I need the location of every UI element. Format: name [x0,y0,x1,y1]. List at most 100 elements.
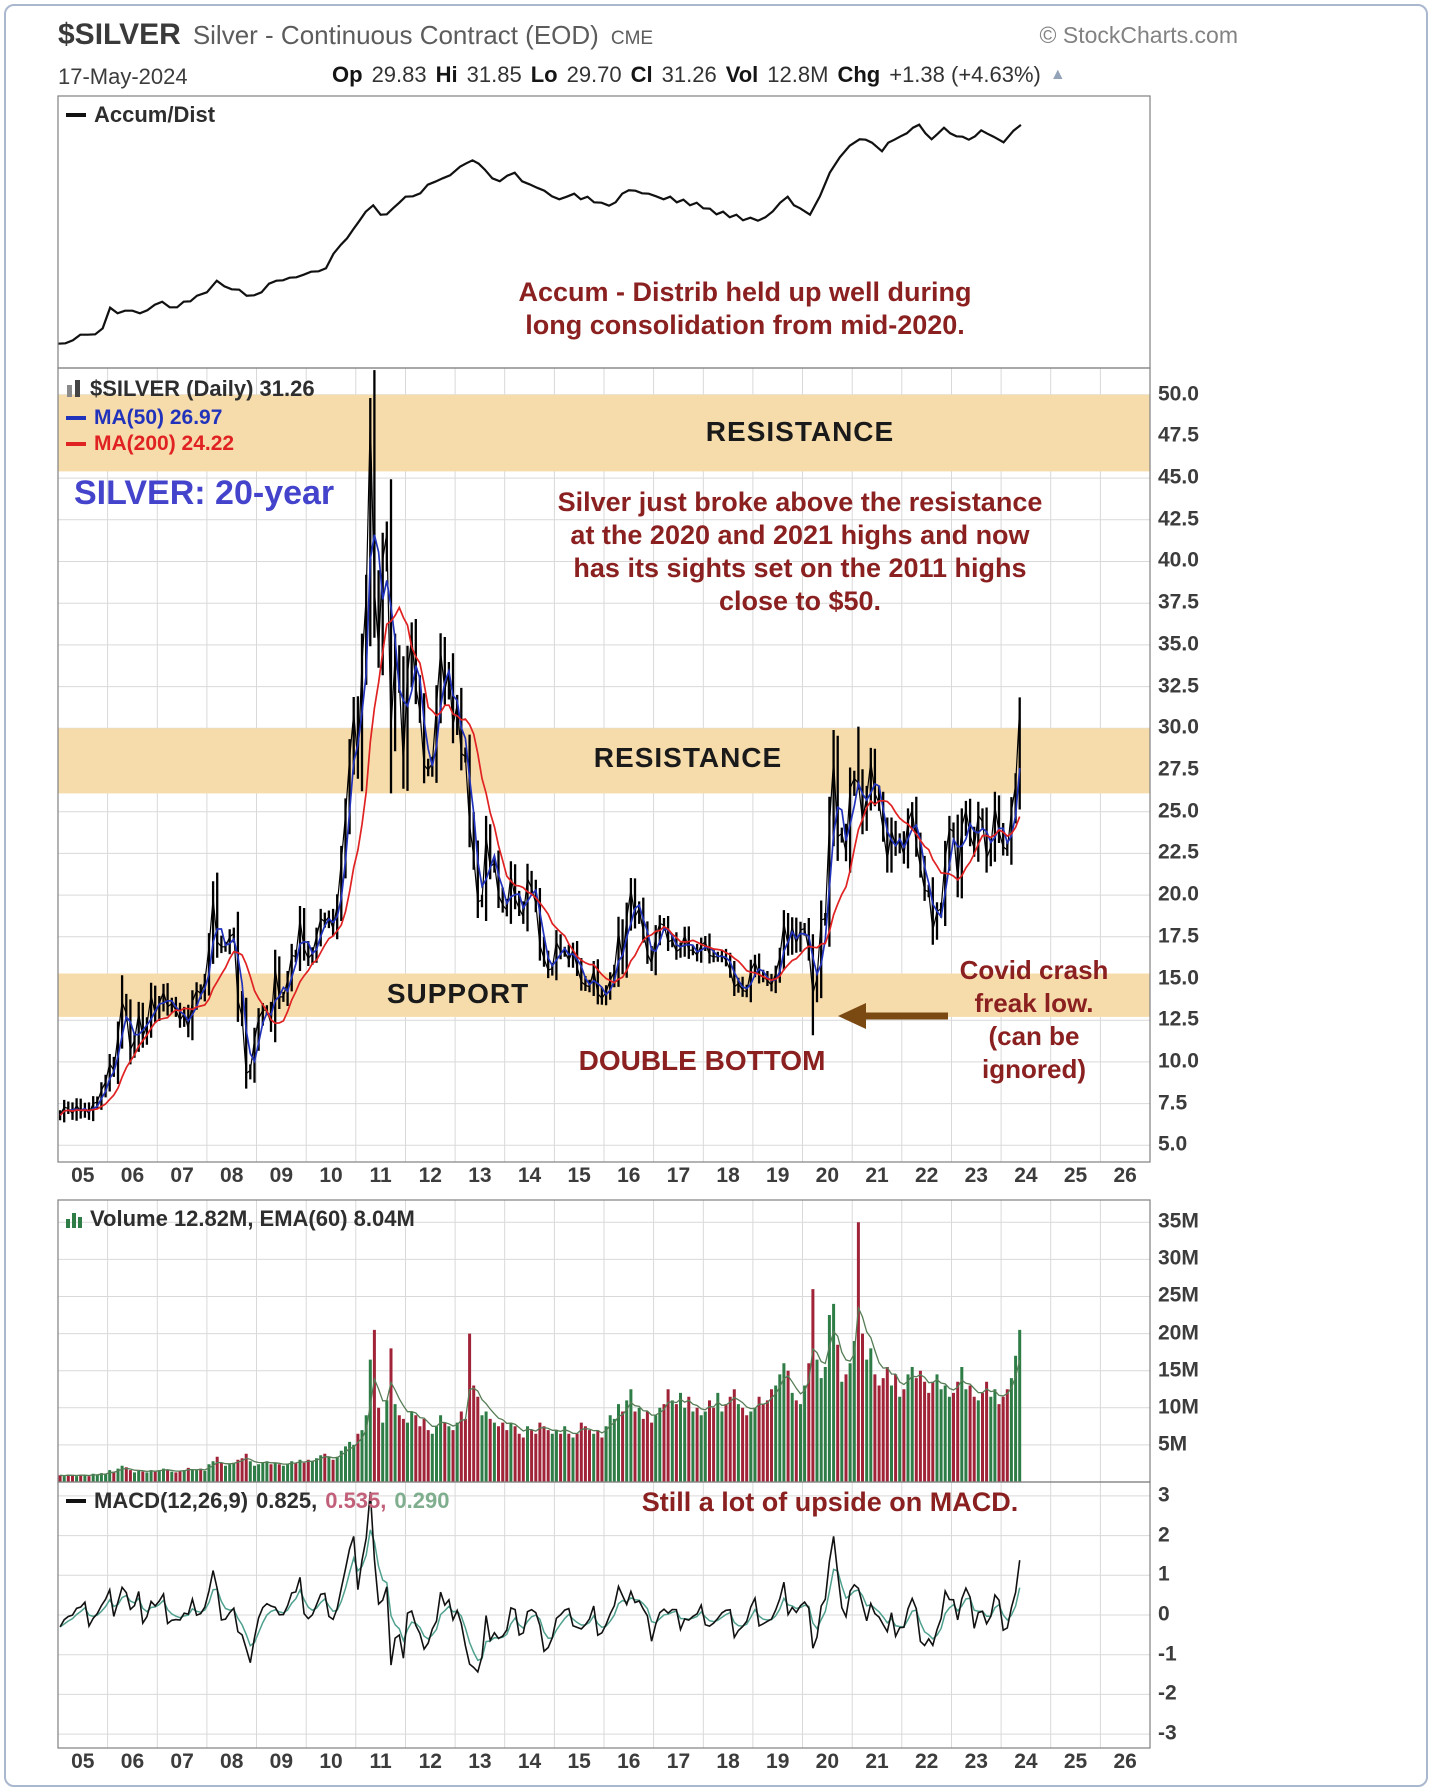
price-axis-label: 50.0 [1158,382,1199,406]
price-axis-label: 22.5 [1158,840,1199,864]
covid-annotation: Covid crash freak low. (can be ignored) [960,954,1109,1086]
accum-annotation-line-2: long consolidation from mid-2020. [525,310,965,340]
year-label: 22 [914,1164,939,1187]
year-label: 15 [567,1750,591,1773]
price-axis-label: 45.0 [1158,465,1199,489]
volume-legend: Volume 12.82M, EMA(60) 8.04M [66,1206,415,1232]
price-axis-label: 7.5 [1158,1091,1188,1115]
change-value: +1.38 (+4.63%) [889,62,1041,87]
price-axis-label: 15.0 [1158,966,1199,990]
year-label: 11 [369,1164,392,1187]
year-label: 10 [319,1164,343,1187]
year-label: 14 [517,1750,542,1773]
close-label: Cl [630,62,653,87]
year-label: 22 [914,1750,939,1773]
volume-axis-label: 15M [1158,1358,1199,1382]
breakout-annotation: Silver just broke above the resistance a… [558,486,1043,618]
year-label: 19 [766,1750,790,1773]
year-label: 24 [1014,1164,1038,1187]
volume-legend-label: Volume 12.82M, EMA(60) 8.04M [90,1206,415,1231]
year-label: 23 [964,1750,988,1773]
macd-axis-label: -2 [1158,1681,1177,1705]
price-axis-label: 32.5 [1158,674,1199,698]
price-axis-label: 10.0 [1158,1049,1199,1073]
volume-axis-label: 35M [1158,1209,1199,1233]
year-label: 12 [418,1164,442,1187]
price-axis-label: 12.5 [1158,1007,1199,1031]
low-label: Lo [530,62,558,87]
year-label: 09 [269,1750,294,1773]
ma200-line-swatch-icon [66,442,86,446]
breakout-line-2: at the 2020 and 2021 highs and now [570,520,1030,550]
resistance-upper-label: RESISTANCE [705,416,895,447]
price-axis-label: 20.0 [1158,882,1199,906]
accum-dist-annotation: Accum - Distrib held up well during long… [518,276,971,342]
macd-signal-value: 0.535, [325,1488,387,1513]
macd-annotation: Still a lot of upside on MACD. [641,1487,1019,1517]
macd-axis-label: 0 [1158,1602,1170,1626]
volume-axis-label: 20M [1158,1321,1199,1345]
price-axis-label: 37.5 [1158,590,1199,614]
exchange-label: CME [610,28,654,49]
support-label: SUPPORT [386,978,530,1009]
price-axis-label: 40.0 [1158,549,1199,573]
year-label: 05 [71,1750,95,1773]
volume-axis-label: 25M [1158,1283,1199,1307]
year-label: 06 [120,1750,145,1773]
year-label: 19 [766,1164,790,1187]
covid-line-3: (can be [988,1021,1080,1051]
year-label: 18 [716,1164,740,1187]
price-axis-label: 17.5 [1158,924,1199,948]
year-label: 09 [269,1164,294,1187]
volume-bars-icon [66,1210,82,1228]
macd-axis-label: 2 [1158,1523,1170,1547]
year-label: 15 [567,1164,591,1187]
volume-axis-label: 5M [1158,1432,1188,1456]
volume-label: Vol [725,62,759,87]
year-label: 13 [468,1164,492,1187]
close-value: 31.26 [661,62,717,87]
year-label: 08 [220,1164,244,1187]
ma200-legend-label: MA(200) 24.22 [94,432,235,455]
year-label: 20 [815,1164,840,1187]
symbol-ticker: $SILVER [58,18,181,51]
header: $SILVER Silver - Continuous Contract (EO… [58,18,653,52]
year-label: 17 [666,1750,691,1773]
year-label: 17 [666,1164,691,1187]
year-label: 12 [418,1750,442,1773]
double-bottom-label: DOUBLE BOTTOM [578,1045,826,1076]
price-legend: $SILVER (Daily) 31.26 [66,376,315,402]
year-label: 16 [617,1164,641,1187]
macd-hist-value: 0.290 [394,1488,450,1513]
accum-dist-legend-label: Accum/Dist [94,102,216,127]
covid-line-2: freak low. [974,988,1094,1018]
high-label: Hi [435,62,458,87]
ma50-legend-label: MA(50) 26.97 [94,406,223,429]
year-label: 14 [517,1164,542,1187]
volume-axis-label: 10M [1158,1395,1199,1419]
chart-date: 17-May-2024 [58,64,188,89]
chart-title-label: SILVER: 20-year [74,474,335,512]
year-label: 20 [815,1750,840,1773]
low-value: 29.70 [566,62,622,87]
year-label: 25 [1063,1750,1088,1773]
macd-legend: MACD(12,26,9) 0.825, 0.535, 0.290 [66,1488,449,1514]
covid-line-1: Covid crash [959,955,1109,985]
year-label: 16 [617,1750,641,1773]
year-label: 08 [220,1750,244,1773]
price-axis-label: 47.5 [1158,423,1199,447]
year-label: 10 [319,1750,343,1773]
accum-dist-legend: Accum/Dist [66,102,215,128]
price-axis-label: 5.0 [1158,1132,1188,1156]
year-label: 13 [468,1750,492,1773]
year-label: 07 [170,1164,194,1187]
change-up-icon: ▲ [1049,66,1066,83]
ohlc-quote-row: Op 29.83 Hi 31.85 Lo 29.70 Cl 31.26 Vol … [332,62,1066,88]
year-label: 07 [170,1750,194,1773]
year-label: 26 [1113,1164,1137,1187]
price-axis-label: 42.5 [1158,507,1199,531]
accum-annotation-line-1: Accum - Distrib held up well during [518,277,972,307]
macd-axis-label: -3 [1158,1721,1177,1745]
